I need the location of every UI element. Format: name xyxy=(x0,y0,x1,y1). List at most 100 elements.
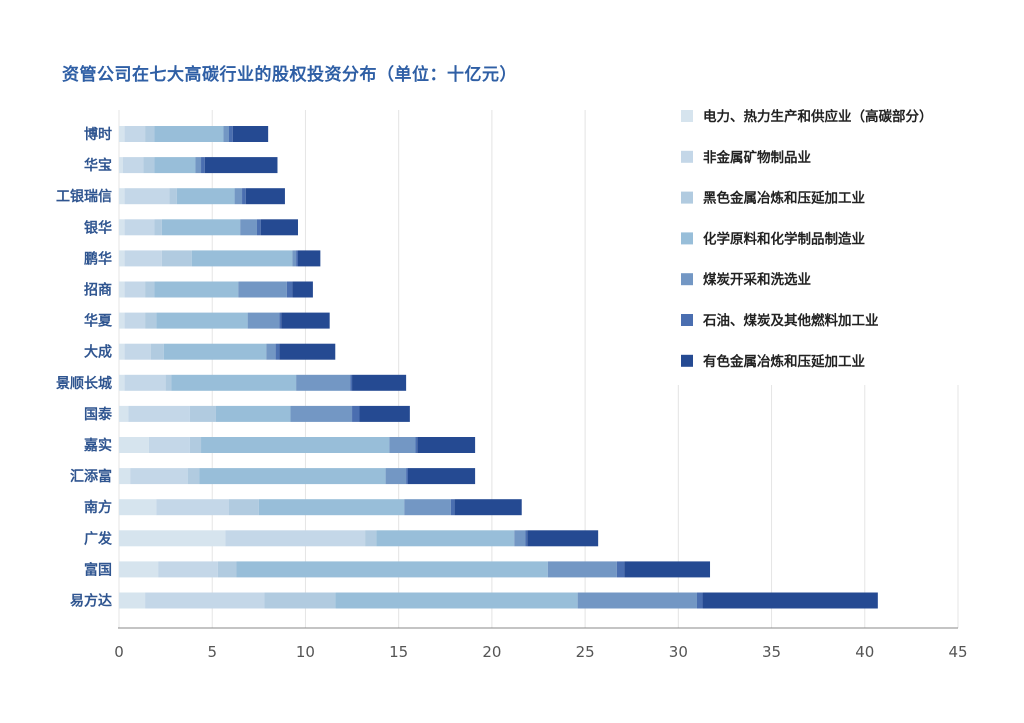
bar-segment-汇添富-2 xyxy=(187,468,200,485)
bar-segment-华宝-6 xyxy=(204,157,278,174)
x-tick-label-0: 0 xyxy=(114,643,124,661)
category-label-招商: 招商 xyxy=(84,282,112,299)
category-label-鹏华: 鹏华 xyxy=(84,250,112,267)
legend-swatch-6 xyxy=(681,354,693,367)
category-label-广发: 广发 xyxy=(84,530,113,547)
legend-swatch-1 xyxy=(681,150,693,163)
bar-segment-博时-5 xyxy=(229,126,233,142)
bar-segment-工银瑞信-0 xyxy=(119,188,125,205)
bar-segment-华宝-1 xyxy=(122,157,144,174)
category-label-汇添富: 汇添富 xyxy=(70,468,112,485)
x-tick-label-35: 35 xyxy=(762,643,781,661)
x-tick-label-45: 45 xyxy=(948,643,967,661)
bar-segment-汇添富-0 xyxy=(119,468,131,485)
bar-segment-博时-3 xyxy=(154,126,224,142)
bar-segment-招商-0 xyxy=(119,281,125,298)
bar-segment-鹏华-4 xyxy=(292,250,297,267)
legend-swatch-5 xyxy=(681,314,693,326)
bar-segment-南方-1 xyxy=(156,499,230,516)
bar-segment-银华-6 xyxy=(260,219,298,236)
bar-segment-南方-5 xyxy=(450,499,455,516)
bar-segment-招商-4 xyxy=(238,281,287,298)
bar-segment-鹏华-3 xyxy=(191,250,293,267)
bar-segment-嘉实-5 xyxy=(415,437,418,453)
bar-segment-银华-5 xyxy=(256,219,261,236)
bar-segment-南方-3 xyxy=(258,499,405,516)
bar-segment-富国-6 xyxy=(624,561,711,578)
bar-segment-工银瑞信-5 xyxy=(242,188,246,205)
bar-segment-鹏华-5 xyxy=(296,250,298,267)
bar-segment-鹏华-2 xyxy=(161,250,192,267)
bar-segment-银华-1 xyxy=(124,219,155,236)
bar-segment-工银瑞信-3 xyxy=(176,188,235,205)
bar-segment-国泰-6 xyxy=(359,405,410,422)
legend-label-5: 石油、煤炭及其他燃料加工业 xyxy=(702,312,879,329)
bar-segment-嘉实-0 xyxy=(119,437,149,453)
category-label-银华: 银华 xyxy=(84,219,112,236)
bar-segment-景顺长城-2 xyxy=(165,374,172,391)
bar-segment-南方-4 xyxy=(404,499,451,516)
bar-segment-大成-3 xyxy=(163,343,267,360)
x-tick-label-25: 25 xyxy=(576,643,595,661)
bar-segment-易方达-5 xyxy=(696,592,703,609)
bar-segment-华夏-1 xyxy=(124,312,146,329)
bar-segment-富国-0 xyxy=(119,561,159,578)
x-tick-label-20: 20 xyxy=(482,643,501,661)
category-label-嘉实: 嘉实 xyxy=(83,437,112,454)
bar-segment-广发-6 xyxy=(527,530,599,547)
bar-segment-易方达-0 xyxy=(119,592,146,609)
bar-segment-博时-2 xyxy=(145,126,155,142)
legend-label-6: 有色金属冶炼和压延加工业 xyxy=(703,353,865,370)
bar-segment-汇添富-4 xyxy=(385,468,407,485)
bar-segment-华夏-2 xyxy=(145,312,157,329)
bar-segment-招商-3 xyxy=(154,281,239,298)
x-tick-label-5: 5 xyxy=(207,643,217,661)
bar-segment-汇添富-6 xyxy=(407,468,476,485)
category-label-华夏: 华夏 xyxy=(84,313,113,330)
bar-segment-富国-3 xyxy=(236,561,548,578)
bar-segment-大成-1 xyxy=(124,343,151,360)
bar-segment-广发-0 xyxy=(119,530,226,547)
bar-segment-国泰-4 xyxy=(290,405,353,422)
bar-segment-汇添富-5 xyxy=(406,468,408,485)
bar-segment-博时-6 xyxy=(232,126,269,142)
bar-segment-嘉实-6 xyxy=(417,437,476,453)
bar-segment-广发-2 xyxy=(365,530,377,547)
bar-segment-招商-5 xyxy=(286,281,293,298)
bar-segment-国泰-2 xyxy=(189,405,216,422)
bar-segment-易方达-1 xyxy=(145,592,265,609)
bar-segment-景顺长城-4 xyxy=(296,374,351,391)
legend-label-4: 煤炭开采和洗选业 xyxy=(703,271,811,288)
chart-title: 资管公司在七大高碳行业的股权投资分布（单位：十亿元） xyxy=(62,65,517,85)
bar-segment-汇添富-3 xyxy=(199,468,386,485)
category-label-工银瑞信: 工银瑞信 xyxy=(56,188,112,205)
bar-segment-广发-5 xyxy=(525,530,528,547)
bar-segment-招商-1 xyxy=(124,281,146,298)
bar-segment-富国-2 xyxy=(217,561,237,578)
bar-segment-华宝-4 xyxy=(195,157,202,174)
bar-segment-大成-2 xyxy=(150,343,164,360)
bar-segment-华夏-5 xyxy=(279,312,282,329)
bar-segment-富国-5 xyxy=(616,561,625,578)
bar-segment-招商-2 xyxy=(145,281,155,298)
bar-segment-景顺长城-0 xyxy=(119,374,125,391)
legend-label-2: 黑色金属冶炼和压延加工业 xyxy=(703,190,865,207)
bar-segment-富国-1 xyxy=(158,561,218,578)
bar-segment-景顺长城-3 xyxy=(171,374,297,391)
x-tick-label-30: 30 xyxy=(669,643,688,661)
legend-label-1: 非金属矿物制品业 xyxy=(703,149,811,166)
x-tick-label-15: 15 xyxy=(389,643,408,661)
legend-swatch-2 xyxy=(681,191,693,204)
category-label-大成: 大成 xyxy=(84,344,112,361)
bar-segment-华宝-3 xyxy=(154,157,196,174)
bar-segment-嘉实-4 xyxy=(389,437,416,453)
bar-segment-鹏华-6 xyxy=(297,250,321,267)
bar-segment-工银瑞信-2 xyxy=(169,188,177,205)
category-label-易方达: 易方达 xyxy=(70,593,112,610)
bar-segment-博时-0 xyxy=(119,126,125,142)
bar-segment-国泰-1 xyxy=(128,405,190,422)
x-tick-label-10: 10 xyxy=(296,643,315,661)
category-label-国泰: 国泰 xyxy=(84,406,113,423)
bar-segment-华夏-0 xyxy=(119,312,125,329)
